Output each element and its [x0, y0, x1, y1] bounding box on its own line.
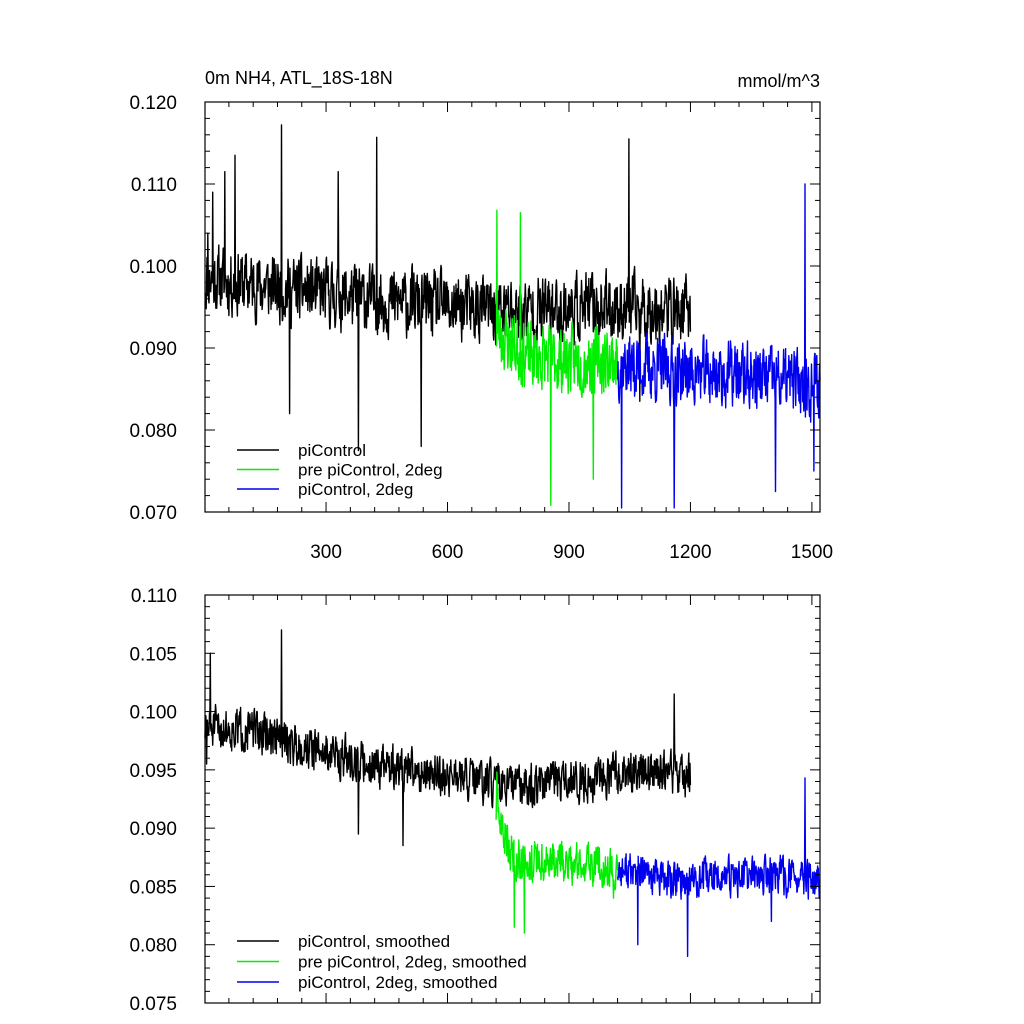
y-tick-label: 0.090	[129, 819, 177, 840]
panel-top-title: 0m NH4, ATL_18S-18N	[205, 68, 393, 89]
y-tick-label: 0.120	[129, 93, 177, 114]
y-tick-label: 0.090	[129, 339, 177, 360]
panel-bottom-series	[204, 629, 821, 958]
y-tick-label: 0.110	[131, 586, 177, 607]
legend-label: piControl	[298, 441, 366, 460]
y-tick-label: 0.105	[129, 644, 177, 665]
panel-bottom-axes: 0.075 0.080 0.085 0.090 0.095 0.100 0.105 0.110	[129, 586, 821, 1015]
legend-label: piControl, 2deg	[298, 480, 413, 499]
y-tick-label: 0.100	[129, 703, 177, 724]
y-tick-label: 0.095	[129, 761, 177, 782]
legend-label: pre piControl, 2deg, smoothed	[298, 953, 527, 972]
x-tick-label: 1500	[791, 542, 833, 563]
series-line-1	[495, 771, 619, 934]
x-tick-label: 1200	[669, 542, 711, 563]
panel-top-series	[204, 124, 821, 509]
y-tick-label: 0.075	[129, 994, 177, 1015]
legend-label: piControl, smoothed	[298, 932, 450, 951]
series-line-0	[204, 629, 692, 847]
panel-top-units: mmol/m^3	[738, 71, 820, 91]
panel-bottom: 0.075 0.080 0.085 0.090 0.095 0.100 0.105 0.110…	[129, 586, 821, 1015]
plot-frame	[204, 594, 821, 1004]
legend-label: pre piControl, 2deg	[298, 461, 443, 480]
x-tick-label: 600	[432, 542, 464, 563]
panel-top: 0m NH4, ATL_18S-18N mmol/m^3 0.0700.0800…	[129, 68, 833, 563]
y-tick-label: 0.085	[129, 877, 177, 898]
y-tick-label: 0.100	[129, 257, 177, 278]
series-line-0	[204, 124, 692, 452]
x-tick-label: 900	[553, 542, 585, 563]
y-tick-label: 0.080	[129, 936, 177, 957]
panel-bottom-legend: piControl, smoothed pre piControl, 2deg, …	[237, 932, 527, 992]
panel-top-axes: 0.070 0.080 0.090 0.100 0.110 0.120 300 600 900 1…	[129, 93, 833, 563]
plot-frame	[204, 101, 821, 513]
y-tick-label: 0.080	[129, 421, 177, 442]
series-line-2	[616, 777, 821, 958]
y-tick-label: 0.110	[131, 175, 177, 196]
x-tick-label: 300	[310, 542, 342, 563]
y-tick-label: 0.070	[129, 503, 177, 524]
series-line-2	[616, 183, 821, 509]
legend-label: piControl, 2deg, smoothed	[298, 973, 497, 992]
series-line-1	[495, 209, 619, 507]
